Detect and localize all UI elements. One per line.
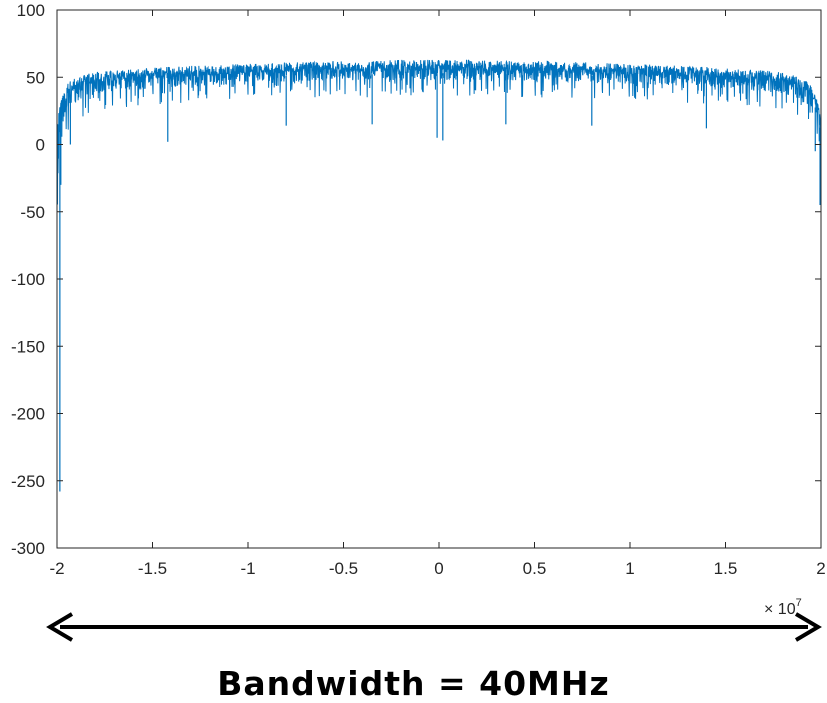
tick-layer: -2 -1.5 -1 -0.5 0 0.5 1 1.5 2 -300 -250 -200 -150 -10… xyxy=(11,1,826,578)
x-tick-label: -2 xyxy=(49,559,64,578)
y-tick-label: 100 xyxy=(17,1,45,20)
bandwidth-arrow xyxy=(46,612,822,642)
y-tick-label: -50 xyxy=(20,203,45,222)
arrow-head-right xyxy=(794,612,822,642)
bandwidth-caption: Bandwidth = 40MHz xyxy=(217,664,610,703)
y-tick-label: -200 xyxy=(11,405,45,424)
x-tick-label: 1.5 xyxy=(714,559,738,578)
x-exponent-text: × 107 xyxy=(764,597,802,618)
x-tick-label: 1 xyxy=(625,559,634,578)
y-tick-label: 50 xyxy=(26,68,45,87)
x-tick-label: -1 xyxy=(240,559,255,578)
plot-background xyxy=(57,10,821,548)
x-tick-label: 0 xyxy=(434,559,443,578)
y-tick-label: -300 xyxy=(11,539,45,558)
x-tick-label: 0.5 xyxy=(523,559,547,578)
x-exponent-label: × 107 xyxy=(764,597,802,618)
spectrum-trace xyxy=(56,59,822,205)
y-tick-label: -100 xyxy=(11,270,45,289)
y-tick-label: -150 xyxy=(11,337,45,356)
x-tick-label: -0.5 xyxy=(329,559,358,578)
x-tick-label: 2 xyxy=(816,559,825,578)
arrow-head-left xyxy=(46,612,74,642)
y-tick-label: -250 xyxy=(11,472,45,491)
x-tick-label: -1.5 xyxy=(138,559,167,578)
series-layer xyxy=(56,59,822,492)
y-tick-label: 0 xyxy=(36,136,45,155)
